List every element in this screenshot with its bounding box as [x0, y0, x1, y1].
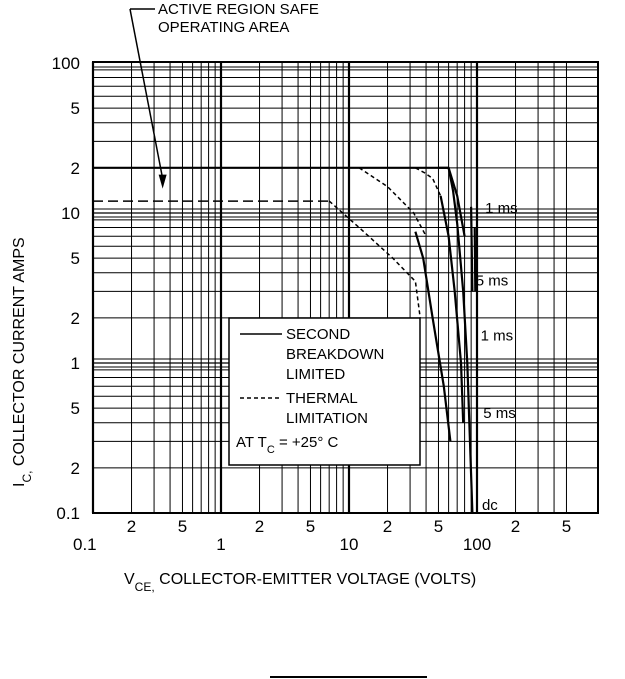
- x-tick-label: 5: [562, 517, 571, 536]
- series-line-solid-10: [470, 206, 474, 292]
- y-tick-label: 2: [71, 159, 80, 178]
- annotation: ACTIVE REGION SAFE OPERATING AREA: [129, 1, 319, 189]
- series-line-solid-7: [439, 195, 465, 423]
- y-tick-label: 5: [71, 249, 80, 268]
- series-group: [93, 166, 477, 514]
- legend-box: [228, 317, 421, 466]
- annotation-line-1: ACTIVE REGION SAFE: [158, 1, 319, 18]
- curve-label: 5 ms: [483, 405, 516, 422]
- curve-label: 1 ms: [485, 200, 518, 217]
- y-tick-label: 2: [71, 309, 80, 328]
- series-line-solid-5: [414, 231, 434, 318]
- annotation-arrow: [129, 8, 164, 179]
- x-tick-label: 5: [306, 517, 315, 536]
- y-tick-label: 5: [71, 99, 80, 118]
- legend-dashed-label-2: LIMITATION: [286, 410, 368, 427]
- legend: SECOND BREAKDOWN LIMITED THERMAL LIMITAT…: [228, 317, 421, 466]
- series-line-dashed-3: [358, 167, 427, 237]
- series-line-dashed-4: [415, 167, 442, 197]
- y-tick-label: 0.1: [56, 504, 80, 523]
- annotation-arrowhead: [158, 174, 167, 189]
- x-tick-label: 5: [434, 517, 443, 536]
- series-line-solid-6: [431, 317, 452, 442]
- x-tick-label: 2: [255, 517, 264, 536]
- plot-frame: [92, 61, 599, 514]
- curve-label: dc: [482, 497, 498, 514]
- x-tick-label: 2: [127, 517, 136, 536]
- series-line-solid-8: [447, 167, 474, 514]
- y-tick-label: 10: [61, 204, 80, 223]
- x-tick-label: 0.1: [73, 535, 97, 554]
- series-line-solid-11: [473, 227, 477, 292]
- legend-solid-label-3: LIMITED: [286, 366, 345, 383]
- legend-solid-label-2: BREAKDOWN: [286, 346, 384, 363]
- x-tick-label: 2: [511, 517, 520, 536]
- x-tick-label: 10: [340, 535, 359, 554]
- legend-condition: AT TC = +25° C: [236, 434, 339, 456]
- tick-labels: 0.1 2 5 1 2 5 10 2 5 100 2 5 100 5 2 10 5 2 1 5 2 0.1: [52, 54, 572, 554]
- y-tick-label: 5: [71, 399, 80, 418]
- curve-label: 1 ms: [481, 327, 514, 344]
- y-axis-title: IC, COLLECTOR CURRENT AMPS: [11, 237, 34, 487]
- x-tick-label: 100: [463, 535, 491, 554]
- series-line-solid-9: [438, 166, 466, 237]
- curve-labels: 1 ms 5 ms 1 ms 5 ms dc: [476, 200, 518, 514]
- x-tick-label: 1: [216, 535, 225, 554]
- series-line-dashed-2: [328, 200, 421, 318]
- x-tick-label: 2: [383, 517, 392, 536]
- x-axis-title: VCE, COLLECTOR-EMITTER VOLTAGE (VOLTS): [124, 571, 476, 594]
- y-tick-label: 2: [71, 459, 80, 478]
- x-tick-label: 5: [178, 517, 187, 536]
- y-tick-label: 1: [71, 354, 80, 373]
- legend-dashed-label-1: THERMAL: [286, 390, 358, 407]
- legend-solid-label-1: SECOND: [286, 326, 350, 343]
- annotation-line-2: OPERATING AREA: [158, 19, 289, 36]
- curve-label: 5 ms: [476, 273, 509, 290]
- y-tick-label: 100: [52, 54, 80, 73]
